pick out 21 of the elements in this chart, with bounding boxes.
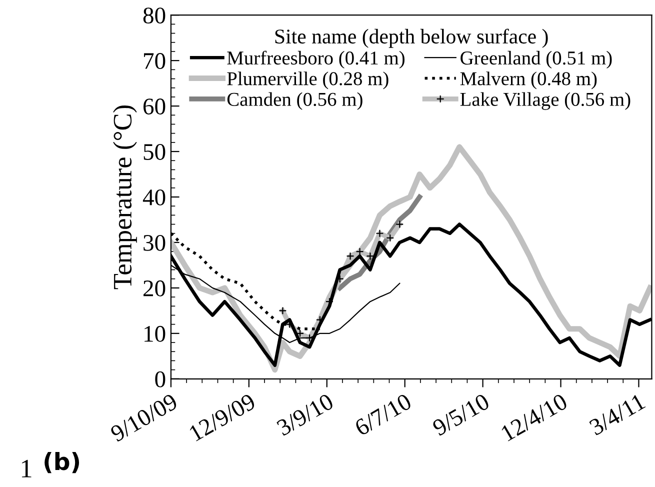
- text: 1: [22, 460, 32, 478]
- y-tick-label: 10: [144, 326, 166, 342]
- y-tick-label: 30: [144, 234, 166, 251]
- legend-label: Malvern (0.48 m): [460, 72, 597, 90]
- y-tick-label: 70: [144, 53, 166, 69]
- y-tick-label: 80: [143, 8, 166, 24]
- text: (b): [44, 452, 80, 474]
- y-tick-label: 50: [144, 144, 166, 160]
- y-axis-title: Temperature (°C): [112, 106, 137, 290]
- legend-label: Plumerville (0.28 m): [227, 72, 388, 90]
- legend-label: Lake Village (0.56 m): [460, 92, 630, 110]
- legend-title: Site name (depth below surface ): [275, 28, 548, 48]
- y-tick-label: 20: [144, 280, 166, 296]
- y-tick-label: 60: [143, 98, 166, 114]
- y-tick-label: 40: [142, 189, 166, 206]
- x-tick-label: 6/7/10: [354, 393, 412, 436]
- x-tick-label: 3/4/11: [588, 393, 646, 436]
- legend-label: Murfreesboro (0.41 m): [227, 50, 404, 69]
- legend-label: Greenland (0.51 m): [460, 50, 612, 69]
- y-tick-label: 0: [155, 371, 166, 388]
- legend-label: Camden (0.56 m): [227, 92, 362, 110]
